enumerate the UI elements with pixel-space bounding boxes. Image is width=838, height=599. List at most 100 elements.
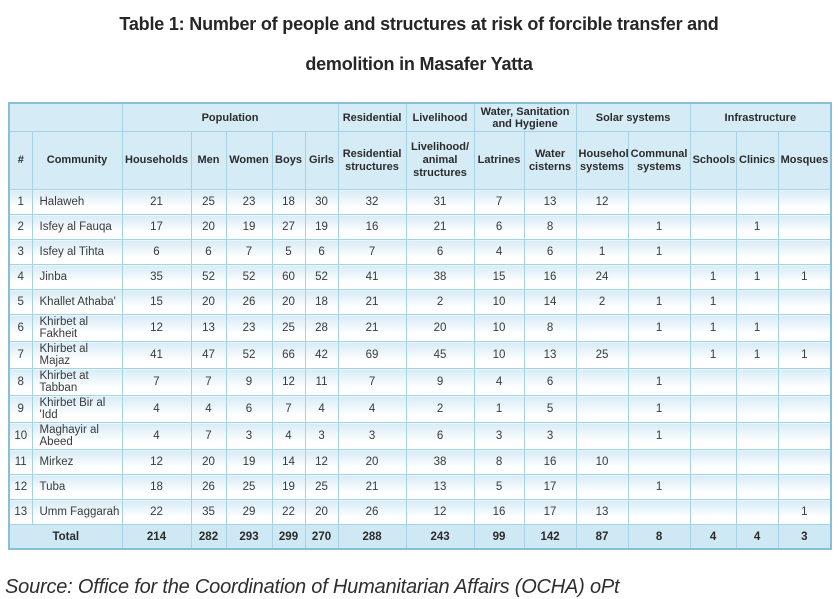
row-number: 9: [8, 395, 33, 423]
value-cell: 1: [627, 289, 691, 315]
community-cell: Isfey al Fauqa: [31, 214, 123, 240]
value-cell: 26: [225, 289, 273, 315]
value-cell: 11: [304, 368, 339, 396]
value-cell: [735, 474, 779, 500]
value-cell: 1: [627, 314, 691, 342]
community-cell: Khirbet al Majaz: [31, 341, 123, 369]
value-cell: 1: [627, 368, 691, 396]
total-residential: 288: [337, 524, 407, 550]
value-cell: 17: [121, 214, 192, 240]
row-number: 5: [8, 289, 33, 315]
value-cell: [627, 264, 691, 290]
value-cell: 13: [575, 499, 629, 525]
value-cell: 12: [575, 189, 629, 215]
value-cell: 52: [190, 264, 227, 290]
value-cell: 25: [304, 474, 339, 500]
row-number: 3: [8, 239, 33, 265]
community-cell: Umm Faggarah: [31, 499, 123, 525]
col-number: #: [8, 131, 33, 190]
value-cell: 20: [190, 289, 227, 315]
value-cell: [777, 422, 832, 450]
group-empty: [8, 102, 123, 132]
row-number: 8: [8, 368, 33, 396]
value-cell: 18: [304, 289, 339, 315]
value-cell: 21: [337, 474, 407, 500]
value-cell: 21: [121, 189, 192, 215]
group-livelihood: Livelihood: [405, 102, 475, 132]
row-number: 7: [8, 341, 33, 369]
value-cell: 1: [575, 239, 629, 265]
value-cell: 18: [121, 474, 192, 500]
total-clinics: 4: [735, 524, 779, 550]
table-footer: Total 214 282 293 299 270 288 243 99 142…: [8, 524, 832, 550]
group-infrastructure: Infrastructure: [689, 102, 832, 132]
value-cell: [689, 214, 737, 240]
value-cell: 24: [575, 264, 629, 290]
value-cell: 7: [190, 422, 227, 450]
value-cell: 4: [271, 422, 306, 450]
value-cell: 12: [121, 449, 192, 475]
value-cell: [575, 214, 629, 240]
value-cell: 6: [523, 239, 577, 265]
value-cell: 32: [337, 189, 407, 215]
value-cell: [735, 499, 779, 525]
total-label: Total: [8, 524, 123, 550]
value-cell: [735, 449, 779, 475]
value-cell: 10: [575, 449, 629, 475]
table-row: 1 Halaweh 21 25 23 18 30 32 31 7 13 12: [8, 189, 832, 215]
value-cell: 3: [337, 422, 407, 450]
value-cell: 6: [405, 239, 475, 265]
value-cell: 20: [337, 449, 407, 475]
value-cell: 19: [304, 214, 339, 240]
column-header-row: # Community Households Men Women Boys Gi…: [8, 131, 832, 190]
value-cell: 26: [337, 499, 407, 525]
value-cell: 20: [304, 499, 339, 525]
source-caption: Source: Office for the Coordination of H…: [5, 576, 620, 598]
value-cell: 12: [304, 449, 339, 475]
value-cell: 7: [337, 368, 407, 396]
community-cell: Khirbet Bir al 'Idd: [31, 395, 123, 423]
value-cell: 1: [777, 499, 832, 525]
value-cell: 1: [627, 395, 691, 423]
value-cell: 21: [405, 214, 475, 240]
col-residential-structures: Residential structures: [337, 131, 407, 190]
value-cell: 1: [473, 395, 525, 423]
table-row: 11 Mirkez 12 20 19 14 12 20 38 8 16 10: [8, 449, 832, 475]
value-cell: 1: [689, 264, 737, 290]
value-cell: [777, 449, 832, 475]
value-cell: 15: [473, 264, 525, 290]
col-communal-systems: Communal systems: [627, 131, 691, 190]
group-residential: Residential: [337, 102, 407, 132]
table-row: 9 Khirbet Bir al 'Idd 4 4 6 7 4 4 2 1 5 1: [8, 395, 832, 423]
value-cell: 14: [523, 289, 577, 315]
value-cell: 17: [523, 474, 577, 500]
col-clinics: Clinics: [735, 131, 779, 190]
value-cell: [735, 239, 779, 265]
value-cell: 35: [190, 499, 227, 525]
table-body: 1 Halaweh 21 25 23 18 30 32 31 7 13 12 2 Isfey al Fau…: [8, 189, 832, 525]
value-cell: 16: [523, 449, 577, 475]
value-cell: 38: [405, 449, 475, 475]
value-cell: [777, 368, 832, 396]
table-row: 4 Jinba 35 52 52 60 52 41 38 15 16 24 1 1 1: [8, 264, 832, 290]
community-cell: Halaweh: [31, 189, 123, 215]
value-cell: 52: [304, 264, 339, 290]
group-solar: Solar systems: [575, 102, 691, 132]
value-cell: 6: [121, 239, 192, 265]
value-cell: [777, 239, 832, 265]
value-cell: 60: [271, 264, 306, 290]
value-cell: 13: [190, 314, 227, 342]
total-mosques: 3: [777, 524, 832, 550]
value-cell: 19: [225, 449, 273, 475]
community-cell: Tuba: [31, 474, 123, 500]
table-row: 6 Khirbet al Fakheit 12 13 23 25 28 21 20 10 8 1 1 1: [8, 314, 832, 342]
table-title-line1: Table 1: Number of people and structures…: [119, 14, 719, 34]
value-cell: 12: [271, 368, 306, 396]
value-cell: 1: [777, 341, 832, 369]
value-cell: 8: [523, 314, 577, 342]
value-cell: 4: [121, 395, 192, 423]
value-cell: 29: [225, 499, 273, 525]
value-cell: 2: [575, 289, 629, 315]
value-cell: 2: [405, 395, 475, 423]
col-water-cisterns: Water cisterns: [523, 131, 577, 190]
